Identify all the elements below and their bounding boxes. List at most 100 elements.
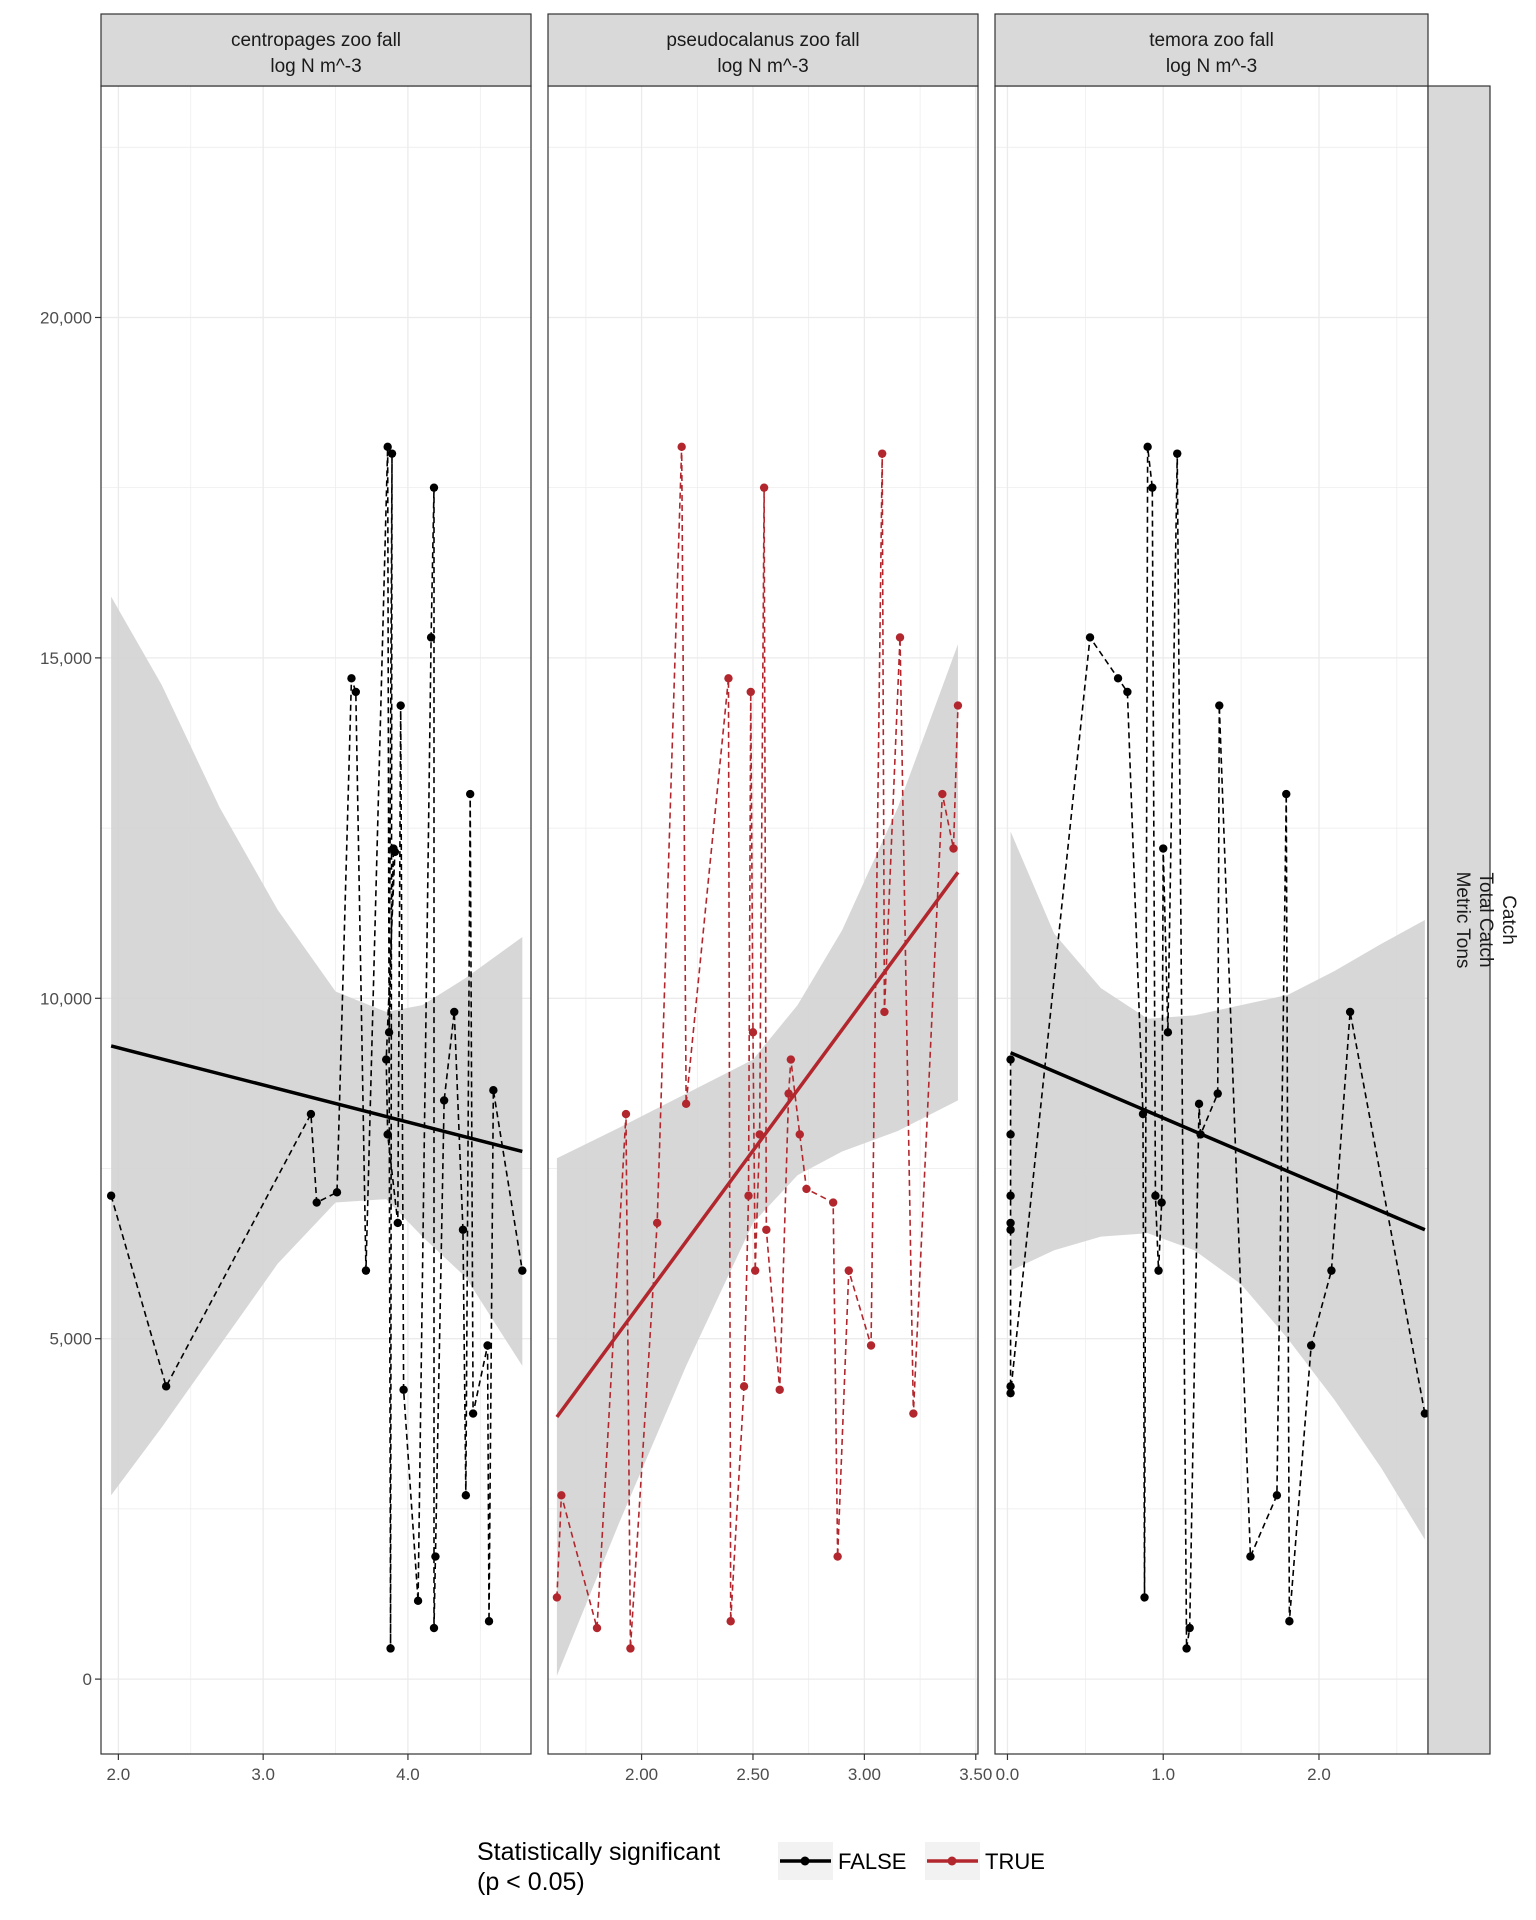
- data-point: [387, 449, 397, 458]
- data-point: [429, 1623, 439, 1633]
- data-point: [762, 1225, 771, 1234]
- data-points: [106, 442, 527, 1653]
- data-point: [1006, 1055, 1015, 1064]
- legend-key-false-point: [800, 1856, 810, 1866]
- data-point: [652, 1218, 662, 1228]
- panel-grid: [548, 86, 978, 1754]
- data-point: [1163, 1028, 1173, 1037]
- facet-strip-unit: log N m^-3: [270, 56, 361, 77]
- fit-line: [1009, 1051, 1426, 1232]
- data-point: [748, 1028, 758, 1037]
- data-point: [1006, 1218, 1015, 1228]
- data-point: [795, 1130, 804, 1139]
- facet-strip-title: pseudocalanus zoo fall: [666, 30, 859, 51]
- data-point: [1006, 1225, 1015, 1234]
- data-point: [751, 1266, 760, 1275]
- row-strip-background: [1427, 85, 1491, 1755]
- data-point: [1085, 633, 1095, 642]
- x-axis: 0.0 1.0 2.0: [996, 1754, 1331, 1784]
- data-point: [1306, 1341, 1316, 1350]
- data-point: [844, 1266, 853, 1275]
- panel-3: temora zoo fall log N m^-3 0.0 1.0 2.0: [994, 13, 1430, 1784]
- panel-2: pseudocalanus zoo fall log N m^-3 2.00 2.50…: [547, 13, 992, 1784]
- data-point: [161, 1382, 171, 1391]
- data-point: [1006, 1388, 1015, 1398]
- data-point: [1123, 687, 1132, 697]
- data-point: [1282, 789, 1291, 799]
- data-point: [383, 1130, 392, 1139]
- data-point: [1151, 1191, 1160, 1200]
- data-point: [866, 1341, 876, 1350]
- data-point: [1006, 1191, 1015, 1200]
- panel-background: [995, 86, 1428, 1754]
- row-strip-label-1: Catch: [1498, 895, 1519, 945]
- legend-entry-true: TRUE: [925, 1842, 1045, 1880]
- fit-line: [110, 1044, 523, 1154]
- x-tick-label: 2.50: [736, 1765, 769, 1784]
- data-point: [483, 1341, 492, 1350]
- data-point: [552, 1593, 562, 1602]
- data-point: [106, 1191, 116, 1200]
- confidence-band: [556, 644, 958, 1676]
- data-point: [1272, 1491, 1282, 1500]
- x-tick-label: 2.0: [1307, 1765, 1331, 1784]
- y-axis: 0 5,000 10,000 15,000 20,000: [40, 308, 101, 1689]
- data-point: [386, 1644, 395, 1653]
- data-point: [1157, 1198, 1166, 1207]
- data-point: [726, 1617, 735, 1626]
- data-point: [384, 1028, 394, 1037]
- data-point: [518, 1266, 527, 1275]
- x-tick-label: 4.0: [396, 1765, 420, 1784]
- data-point: [880, 1007, 889, 1017]
- data-point: [784, 1089, 793, 1098]
- row-strip-label-2: Total Catch: [1475, 872, 1496, 967]
- y-tick-label: 15,000: [40, 649, 92, 668]
- data-points: [552, 442, 963, 1653]
- data-point: [413, 1596, 423, 1606]
- legend: Statistically significant (p < 0.05) FAL…: [477, 1838, 1045, 1896]
- series-dashed-line: [556, 446, 959, 1649]
- facet-strip-unit: log N m^-3: [717, 56, 808, 77]
- data-point: [1143, 442, 1152, 452]
- series-dashed-line: [110, 446, 524, 1649]
- data-point: [382, 1055, 391, 1064]
- legend-label-false: FALSE: [838, 1849, 906, 1874]
- data-point: [1327, 1266, 1336, 1275]
- data-point: [1420, 1409, 1430, 1418]
- facet-strip-title: centropages zoo fall: [231, 30, 401, 51]
- data-point: [938, 789, 947, 799]
- data-points: [1006, 442, 1430, 1653]
- data-point: [1113, 674, 1123, 683]
- data-point: [557, 1491, 566, 1500]
- data-point: [895, 633, 905, 642]
- data-point: [744, 1191, 753, 1200]
- data-point: [1215, 701, 1224, 710]
- data-point: [1148, 483, 1157, 492]
- data-point: [1159, 844, 1168, 853]
- x-tick-label: 0.0: [996, 1765, 1020, 1784]
- data-point: [332, 1188, 342, 1197]
- data-point: [1140, 1593, 1149, 1602]
- data-point: [465, 789, 475, 799]
- data-point: [877, 449, 887, 458]
- data-point: [949, 844, 958, 853]
- data-point: [786, 1055, 796, 1064]
- data-point: [626, 1644, 635, 1653]
- confidence-band: [111, 596, 523, 1496]
- data-point: [1173, 449, 1182, 458]
- data-point: [739, 1382, 749, 1391]
- panel-grid: [995, 86, 1428, 1754]
- data-point: [426, 633, 436, 642]
- facet-strip-title: temora zoo fall: [1149, 30, 1274, 51]
- x-tick-label: 3.0: [251, 1765, 275, 1784]
- data-point: [306, 1109, 316, 1119]
- data-point: [759, 483, 769, 492]
- y-tick-label: 20,000: [40, 308, 92, 327]
- data-point: [677, 442, 686, 452]
- data-point: [775, 1385, 784, 1394]
- data-point: [429, 483, 439, 492]
- x-tick-label: 1.0: [1151, 1765, 1175, 1784]
- data-point: [351, 687, 361, 697]
- data-point: [833, 1552, 842, 1561]
- row-strip: Catch Total Catch Metric Tons: [1427, 85, 1519, 1755]
